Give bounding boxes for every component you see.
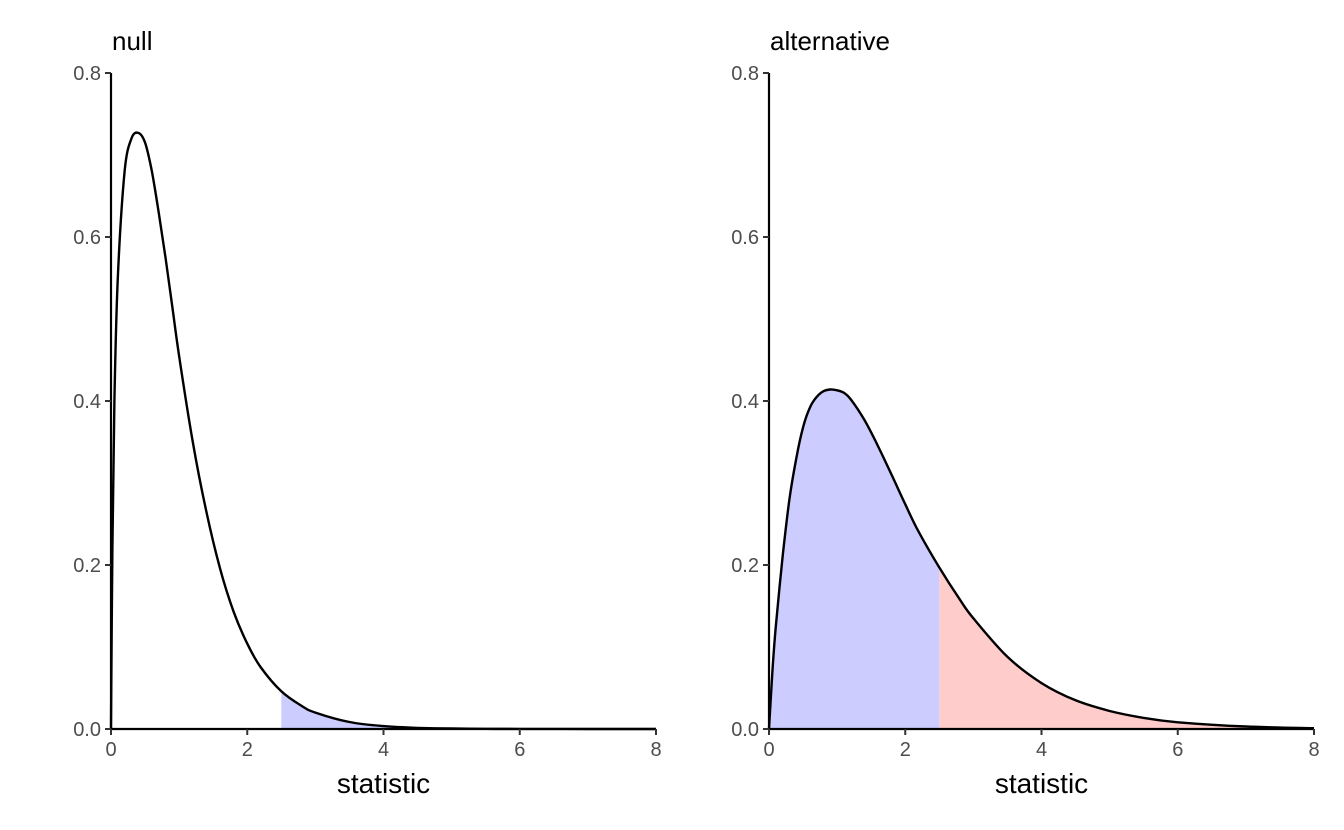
shaded-region-0 [769,389,940,729]
x-tick-label: 4 [1036,739,1047,761]
x-tick-label: 0 [763,739,774,761]
x-tick-label: 6 [1172,739,1183,761]
x-tick-label: 2 [242,739,253,761]
panel-null: 0 2 4 6 8 0.0 0.2 0.4 0.6 0.8 null statistic [73,26,661,799]
y-tick-label: 0.4 [731,391,759,413]
y-tick-label: 0.8 [73,63,101,85]
y-tick-label: 0.8 [731,63,759,85]
panel-title: alternative [770,26,890,56]
panel-alternative: 0 2 4 6 8 0.0 0.2 0.4 0.6 0.8 alternative statistic [731,26,1319,799]
x-tick-label: 2 [900,739,911,761]
density-curve [109,131,656,731]
x-tick-label: 4 [378,739,389,761]
panel-title: null [112,26,152,56]
shaded-region-1 [939,567,1314,729]
density-curve [767,388,1315,730]
y-tick-label: 0.6 [731,227,759,249]
x-axis-label: statistic [995,768,1088,799]
y-tick-label: 0.2 [731,555,759,577]
y-tick-label: 0.6 [73,227,101,249]
y-tick-label: 0.4 [73,391,101,413]
x-tick-label: 8 [650,739,661,761]
y-tick-label: 0.0 [731,719,759,741]
shaded-region-0 [281,691,656,729]
y-tick-label: 0.0 [73,719,101,741]
x-axis-label: statistic [337,768,430,799]
x-tick-label: 0 [105,739,116,761]
x-tick-label: 8 [1308,739,1319,761]
x-tick-label: 6 [514,739,525,761]
y-tick-label: 0.2 [73,555,101,577]
